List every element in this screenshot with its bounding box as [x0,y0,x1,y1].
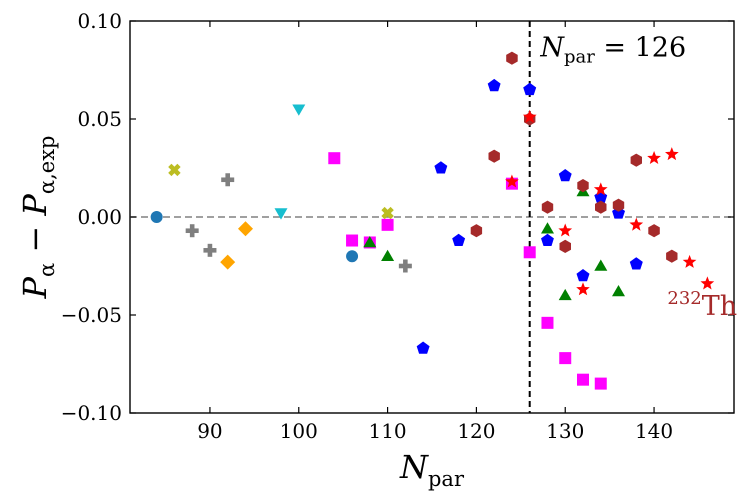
data-point-hexagon [559,239,571,253]
x-tick-label: 90 [197,419,222,443]
y-axis-label: Pα − Pα,exp [16,136,59,300]
data-point-square [541,316,554,329]
data-point-square [381,218,394,231]
data-point-square [328,152,341,165]
data-point-triangle-up [363,236,377,248]
data-point-square [346,234,359,247]
data-point-hexagon [630,153,642,167]
data-point-hexagon [595,200,607,214]
annotation-npar-sub: par [564,46,595,67]
data-point-plus [185,224,199,238]
data-point-plus [398,259,412,273]
data-point-hexagon [666,249,678,263]
data-points [150,51,715,390]
data-point-circle [346,250,359,263]
x-tick-label: 130 [546,419,584,443]
x-tick-label: 110 [368,419,406,443]
data-point-star [682,254,697,268]
data-point-hexagon [488,149,500,163]
data-point-triangle-up [381,249,395,261]
y-axis-label-sub2: α,exp [35,136,59,195]
data-point-hexagon [470,224,483,238]
data-point-star [505,174,519,188]
annotation-th232-sup: 232 [667,288,701,309]
y-axis-label-p1: P [16,276,54,299]
annotation-npar: Npar = 126 [539,32,686,67]
data-point-diamond [238,221,253,237]
data-point-square [559,352,572,365]
data-point-pentagon [576,269,590,282]
y-tick-label: −0.05 [61,303,122,327]
data-point-cross [381,206,394,220]
data-point-square [523,246,536,259]
data-point-star [558,223,573,237]
annotation-th232: 232Th [667,288,737,322]
annotation-npar-rest: = 126 [595,32,686,63]
x-axis-label: Npar [399,448,465,491]
y-axis-label-p2: − P [16,194,54,263]
data-point-hexagon [648,224,660,238]
data-point-pentagon [629,257,643,270]
data-point-star [647,151,661,164]
data-point-plus [221,173,235,187]
x-tick-label: 140 [635,419,673,443]
data-point-hexagon [612,198,625,212]
data-point-pentagon [523,82,537,96]
annotation-th232-main: Th [702,291,737,322]
data-point-circle [150,211,163,223]
data-point-triangle-down [292,104,306,116]
data-point-pentagon [434,161,448,174]
y-axis-label-sub1: α [35,263,59,277]
data-point-triangle-up [612,285,625,297]
annotation-npar-main: N [539,32,565,63]
data-point-hexagon [577,179,589,193]
y-tick-label: 0.05 [77,107,122,131]
data-point-triangle-up [541,222,554,234]
data-point-hexagon [506,51,518,65]
data-point-diamond [220,254,236,270]
data-point-star [700,276,715,290]
data-point-pentagon [541,233,554,246]
y-tick-label: 0.10 [77,9,122,33]
x-axis-label-main: N [399,448,429,486]
data-point-square [577,373,589,386]
y-tick-label: 0.00 [77,205,122,229]
data-point-plus [203,243,217,257]
data-point-triangle-up [558,288,572,301]
data-point-pentagon [452,233,466,246]
reference-lines [130,21,734,413]
data-point-star [629,217,644,231]
data-point-pentagon [487,78,501,92]
data-point-star [665,147,679,161]
axis-ticks: 90 100 110 120 130 140 −0.10 −0.05 0.00 0.05 0.10 [61,9,734,443]
data-point-triangle-up [594,259,608,271]
x-tick-label: 100 [280,419,318,443]
data-point-star [593,182,608,196]
data-point-square [594,377,607,390]
data-point-pentagon [416,341,430,354]
data-point-triangle-down [274,208,288,220]
x-axis-label-sub: par [428,467,465,491]
data-point-star [576,282,590,296]
data-point-star [522,109,537,123]
y-tick-label: −0.10 [61,401,122,425]
data-point-hexagon [541,200,554,214]
data-point-cross [168,163,181,177]
data-point-pentagon [558,169,572,182]
x-tick-label: 120 [457,419,495,443]
